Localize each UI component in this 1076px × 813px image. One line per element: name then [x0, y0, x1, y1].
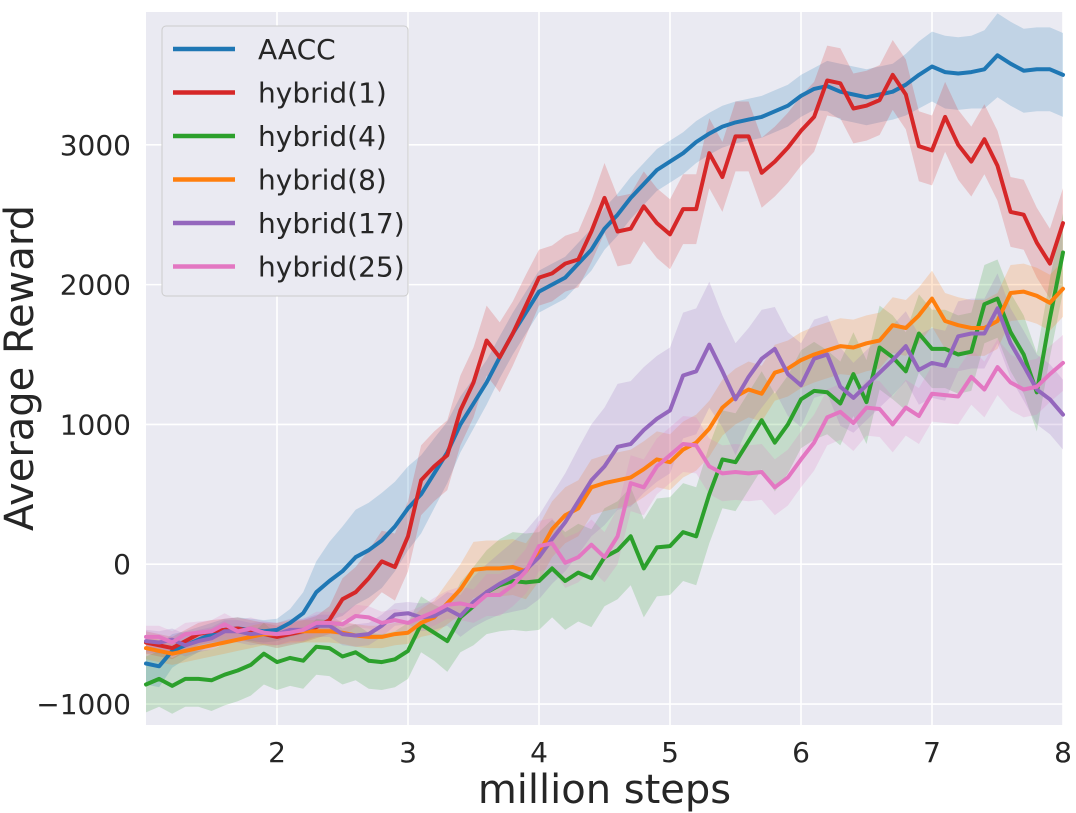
line-hybrid(25)	[144, 360, 1065, 645]
x-tick-label: 4	[530, 736, 548, 769]
legend-entry: hybrid(1)	[258, 77, 387, 110]
y-tick-label: 0	[113, 548, 131, 581]
x-tick-label: 3	[399, 736, 417, 769]
x-axis-label: million steps	[478, 767, 731, 813]
y-tick-label: −1000	[36, 688, 131, 721]
legend-entry: hybrid(8)	[258, 164, 387, 197]
legend-entry: hybrid(4)	[258, 120, 387, 153]
y-axis-label: Average Reward	[0, 205, 43, 531]
legend-entry: hybrid(17)	[258, 207, 405, 240]
x-tick-label: 5	[661, 736, 679, 769]
band-hybrid(4)	[146, 213, 1063, 714]
band-AACC	[146, 13, 1063, 688]
line-AACC	[144, 53, 1065, 669]
legend: AACC hybrid(1) hybrid(4) hybrid(8) hybrid(17…	[161, 25, 409, 297]
y-tick-label: 3000	[60, 129, 131, 162]
y-tick-label: 2000	[60, 269, 131, 302]
legend-entry: hybrid(25)	[258, 251, 405, 284]
x-tick-labels: 2 3 4 5 6 7 8	[268, 736, 1072, 769]
y-tick-label: 1000	[60, 408, 131, 441]
x-tick-label: 2	[268, 736, 286, 769]
y-tick-labels: −1000 0 1000 2000 3000	[36, 129, 131, 721]
legend-entry: AACC	[258, 33, 336, 66]
grid	[146, 12, 1064, 725]
x-tick-label: 6	[792, 736, 810, 769]
series-lines	[144, 53, 1065, 688]
x-tick-label: 7	[923, 736, 941, 769]
band-hybrid(1)	[146, 40, 1063, 660]
x-tick-label: 8	[1054, 736, 1072, 769]
